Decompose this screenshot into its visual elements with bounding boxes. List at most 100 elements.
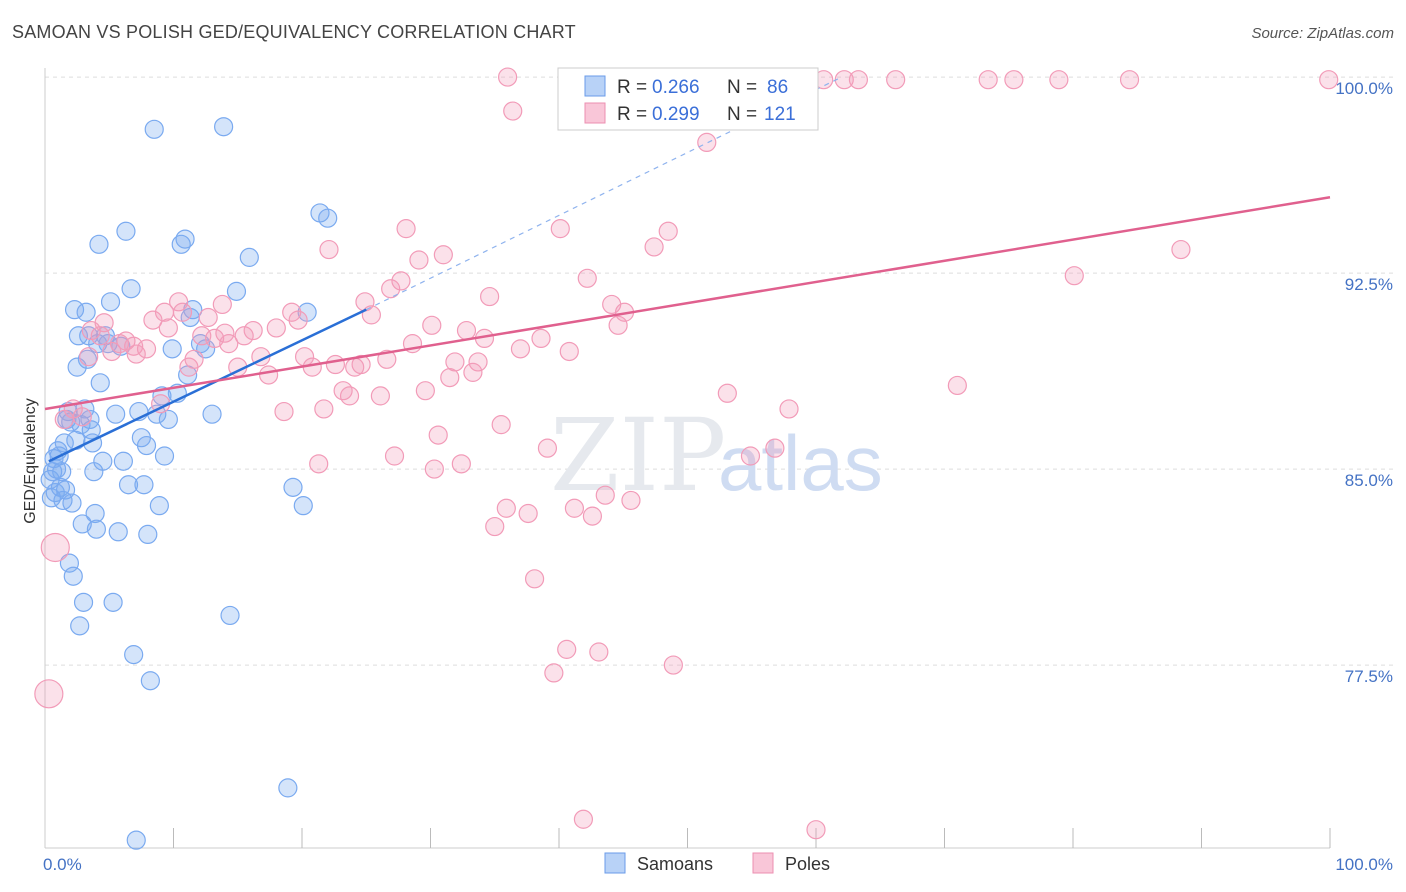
legend-label-poles: Poles	[785, 854, 830, 874]
data-point-poles	[94, 313, 114, 333]
legend-n-value-samoans: 86	[767, 77, 788, 98]
data-point-samoans	[136, 435, 157, 456]
data-point-poles	[288, 310, 308, 330]
legend-label-samoans: Samoans	[637, 854, 713, 874]
series-legend: Samoans Poles	[604, 852, 830, 874]
data-point-samoans	[108, 522, 128, 542]
x-tick-label-max: 100.0%	[1335, 855, 1393, 874]
data-point-poles	[658, 221, 678, 241]
legend-swatch-samoans	[584, 75, 606, 97]
data-point-samoans	[134, 475, 154, 495]
data-point-poles	[172, 302, 193, 322]
chart-title: SAMOAN VS POLISH GED/EQUIVALENCY CORRELA…	[12, 22, 576, 42]
data-point-poles	[319, 239, 339, 260]
data-point-samoans	[171, 234, 191, 254]
data-point-samoans	[226, 281, 247, 301]
legend-n-label-samoans: N =	[727, 77, 757, 98]
data-point-samoans	[106, 404, 126, 424]
data-point-poles	[333, 381, 353, 401]
legend-swatch-bottom-samoans	[604, 852, 626, 874]
data-point-poles	[537, 438, 558, 458]
data-point-poles	[79, 347, 99, 367]
y-tick-label: 85.0%	[1345, 471, 1393, 490]
data-point-poles	[309, 454, 329, 474]
data-point-poles	[1171, 239, 1191, 260]
data-point-samoans	[116, 221, 136, 241]
data-point-poles	[391, 271, 411, 291]
trend-line-samoans	[48, 308, 367, 463]
data-point-poles	[396, 219, 416, 239]
y-tick-label: 100.0%	[1335, 79, 1393, 98]
data-point-samoans	[73, 592, 94, 612]
y-tick-label: 77.5%	[1345, 667, 1393, 686]
data-point-poles	[143, 310, 163, 330]
data-point-poles	[550, 219, 570, 239]
data-point-poles	[325, 354, 346, 375]
data-point-samoans	[162, 339, 182, 359]
data-point-samoans	[72, 514, 92, 534]
data-point-poles	[468, 352, 488, 372]
data-point-poles	[765, 438, 785, 458]
data-point-poles	[72, 407, 92, 427]
data-point-samoans	[64, 300, 85, 320]
data-point-poles	[531, 328, 551, 348]
data-point-samoans	[121, 279, 141, 299]
data-point-samoans	[76, 302, 96, 322]
data-point-poles	[169, 292, 189, 312]
data-point-poles	[198, 307, 218, 328]
data-point-poles	[381, 279, 401, 299]
data-point-poles	[451, 454, 471, 474]
data-point-poles	[485, 516, 505, 537]
series-samoans-points	[40, 117, 338, 850]
chart-source: Source: ZipAtlas.com	[1251, 25, 1394, 42]
data-point-samoans	[138, 524, 158, 545]
data-point-poles	[339, 386, 360, 406]
data-point-poles	[663, 655, 683, 675]
data-point-samoans	[149, 496, 169, 516]
data-point-poles	[740, 446, 761, 466]
data-point-samoans	[68, 326, 89, 346]
data-point-poles	[314, 399, 334, 419]
data-point-poles	[559, 341, 579, 362]
data-point-poles	[102, 341, 122, 362]
data-point-poles	[577, 268, 597, 288]
data-point-poles	[212, 294, 232, 315]
data-point-samoans	[158, 409, 178, 430]
data-point-poles	[463, 362, 483, 382]
data-point-samoans	[85, 503, 105, 524]
data-point-poles	[573, 809, 594, 829]
legend-swatch-bottom-poles	[752, 852, 774, 874]
data-point-poles	[234, 326, 254, 346]
data-point-samoans	[100, 292, 121, 312]
data-point-poles	[589, 642, 609, 662]
data-point-poles	[564, 498, 585, 518]
data-point-poles	[370, 386, 390, 406]
data-point-poles	[947, 375, 967, 396]
data-point-poles	[848, 70, 869, 90]
data-point-samoans	[63, 566, 83, 586]
data-point-poles	[557, 639, 577, 659]
data-point-samoans	[214, 117, 234, 137]
data-point-poles	[274, 401, 294, 422]
x-tick-label-min: 0.0%	[43, 855, 82, 874]
data-point-poles	[582, 506, 603, 526]
data-point-poles	[424, 459, 444, 479]
data-point-samoans	[175, 229, 195, 249]
data-point-samoans	[126, 830, 146, 850]
data-point-poles	[1119, 70, 1140, 90]
data-point-samoans	[70, 616, 90, 636]
legend-r-value-poles: 0.299	[652, 104, 700, 125]
data-point-poles	[510, 339, 531, 359]
data-point-poles	[518, 503, 538, 524]
data-point-poles	[1064, 266, 1084, 286]
data-point-poles	[1319, 70, 1339, 90]
grid-lines	[45, 76, 1395, 666]
data-point-poles	[621, 490, 641, 511]
data-point-samoans	[93, 451, 113, 471]
data-point-poles	[498, 67, 518, 87]
data-point-poles	[409, 250, 429, 270]
data-point-poles	[126, 344, 146, 364]
data-point-poles	[717, 383, 737, 403]
data-point-poles	[886, 70, 906, 90]
data-point-poles	[806, 820, 826, 840]
